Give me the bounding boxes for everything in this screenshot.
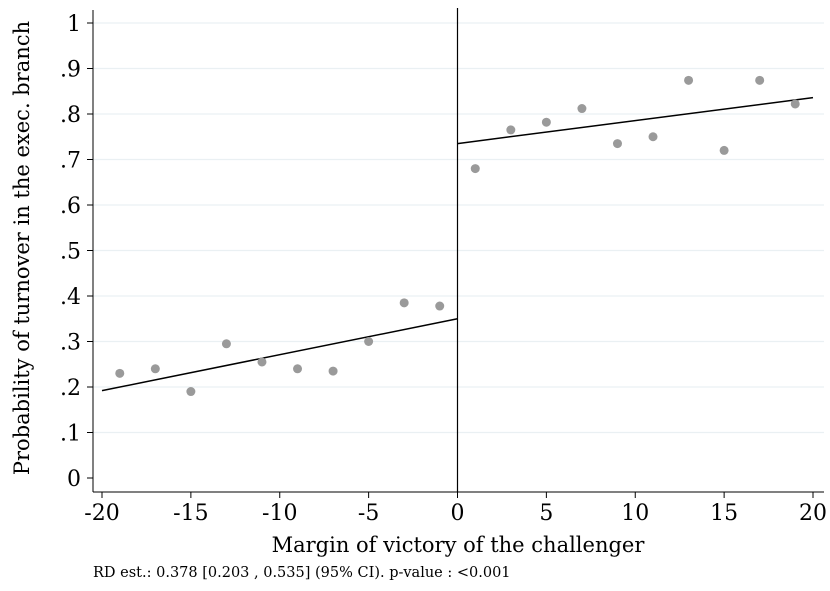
x-axis: -20 -15 -10 -5 0 5 10 15 20 [84,491,827,526]
data-point [577,104,587,114]
y-tick-label: .8 [60,103,81,128]
x-tick-label: 5 [539,501,553,526]
data-point [186,387,196,397]
y-axis: 0 .1 .2 .3 .4 .5 .6 .7 .8 .9 1 [60,10,94,492]
data-point [719,145,729,155]
x-tick-label: -5 [358,501,379,526]
fit-line [457,96,814,145]
fit-line [101,318,458,392]
x-tick-label: 20 [799,501,827,526]
y-axis-title: Probability of turnover in the exec. bra… [10,21,34,475]
y-tick-label: .2 [60,376,81,401]
data-point [755,75,765,85]
rd-estimate-note: RD est.: 0.378 [0.203 , 0.535] (95% CI).… [93,565,511,581]
x-tick-label: -15 [173,501,208,526]
data-point [257,357,267,367]
data-point [470,164,480,174]
data-point [506,125,516,135]
data-point [684,75,694,85]
x-tick-label: 15 [710,501,738,526]
data-point [150,364,160,374]
x-axis-title: Margin of victory of the challenger [272,533,646,557]
data-point [648,132,658,142]
data-point [399,298,409,308]
y-tick-label: .9 [60,58,81,83]
y-tick-label: .6 [60,194,81,219]
x-tick-label: -20 [84,501,119,526]
fit-lines [101,96,814,392]
x-tick-label: 10 [621,501,649,526]
y-tick-label: .3 [60,331,81,356]
scatter-points [115,75,800,397]
y-tick-label: 0 [67,467,81,492]
data-point [328,366,338,376]
data-point [541,117,551,127]
y-tick-label: .5 [60,240,81,265]
x-tick-label: 0 [451,501,465,526]
y-tick-label: .7 [60,149,81,174]
data-point [612,139,622,149]
gridlines [93,22,824,434]
data-point [435,301,445,311]
y-tick-label: .1 [60,422,81,447]
data-point [115,368,125,378]
y-tick-label: 1 [67,12,81,37]
data-point [293,364,303,374]
data-point [364,337,374,346]
y-tick-label: .4 [60,285,81,310]
x-tick-label: -10 [262,501,297,526]
data-point [221,339,231,349]
data-point [790,99,800,109]
